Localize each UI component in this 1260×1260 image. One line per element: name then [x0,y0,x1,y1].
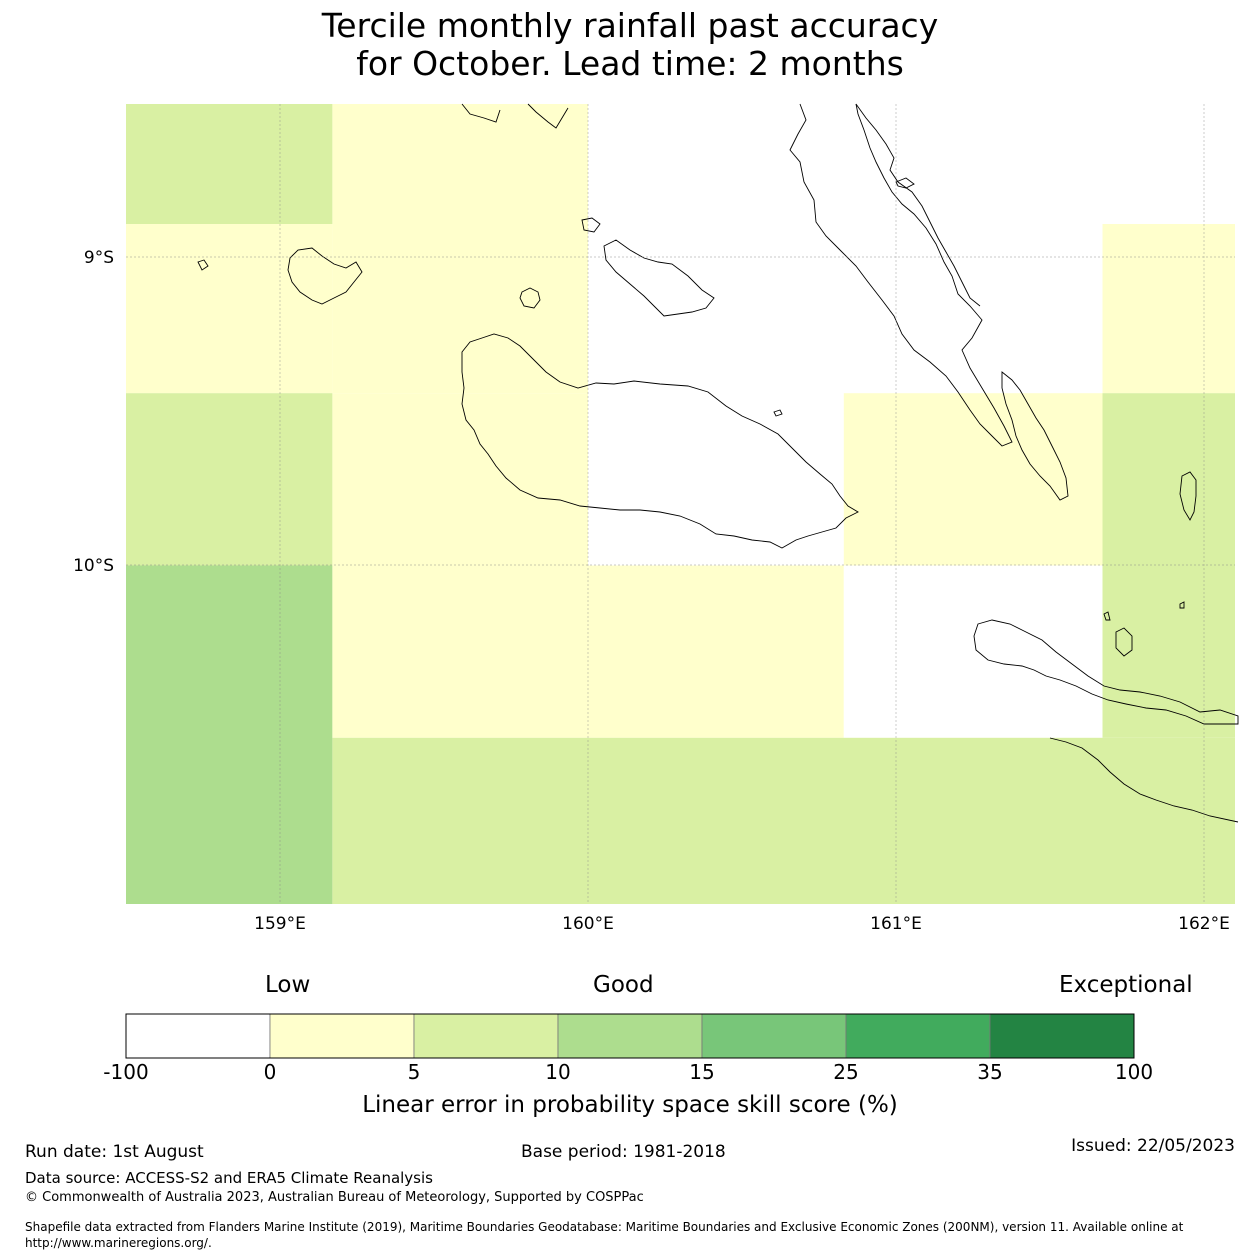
savo-island-coastline [519,287,541,309]
grid-cell-2 [588,104,1103,224]
lon-label-159e: 159°E [254,914,306,934]
map-gridlines [126,104,1235,904]
colorbar-segment-5 [845,1013,991,1059]
small-island-7 [527,103,569,129]
grid-cell-6 [588,224,1103,394]
colorbar-axis-label: Linear error in probability space skill … [362,1092,898,1118]
santa-isabel-coastline [789,103,1013,447]
colorbar-tick: 5 [407,1060,421,1084]
coastlines [197,103,1239,823]
small-island-2 [1115,627,1133,657]
small-island-6 [461,103,501,123]
shapefile-credit-line-2: http://www.marineregions.org/. [25,1236,212,1250]
florida-islands-coastline [287,247,363,305]
grid-cell-8 [126,393,333,566]
data-source: Data source: ACCESS-S2 and ERA5 Climate … [25,1169,433,1187]
colorbar-label-good: Good [593,972,654,998]
grid-cell-7 [1102,224,1235,394]
lat-label-10s: 10°S [73,556,114,576]
issued-date: Issued: 22/05/2023 [1071,1136,1235,1156]
colorbar-outline [125,1013,1135,1059]
copyright: © Commonwealth of Australia 2023, Austra… [25,1190,644,1205]
small-island-8 [773,409,783,417]
grid-cell-17 [332,737,1235,904]
small-island-4 [895,177,915,189]
grid-cell-14 [332,565,844,738]
makira-coastline [973,619,1239,725]
colorbar-segment-4 [701,1013,847,1059]
lon-label-162e: 162°E [1178,914,1230,934]
small-island-3 [197,259,209,271]
colorbar-label-low: Low [265,972,311,998]
colorbar-segment-2 [413,1013,559,1059]
guadalcanal-coastline [461,333,859,549]
small-island-1 [1179,471,1197,521]
colorbar-tick: 25 [833,1060,859,1084]
colorbar-label-exceptional: Exceptional [1059,972,1193,998]
small-island-5 [581,217,601,233]
run-date: Run date: 1st August [25,1142,204,1162]
colorbar-tick: 35 [977,1060,1003,1084]
grid-cell-10 [588,393,844,566]
lon-label-160e: 160°E [562,914,614,934]
grid-cell-13 [126,565,333,904]
shapefile-credit-line-1: Shapefile data extracted from Flanders M… [25,1220,1184,1234]
map-figure: 9°S 10°S 159°E 160°E 161°E 162°E [73,103,1239,1059]
chart-title-line-1: Tercile monthly rainfall past accuracy [321,6,939,45]
small-island-10 [1179,601,1185,609]
colorbar-segment-6 [989,1013,1135,1059]
grid-cell-4 [126,224,333,394]
grid-cell-12 [1102,393,1235,566]
uki-ni-masi-coastline [1049,737,1239,823]
colorbar-tick: 10 [545,1060,571,1084]
colorbar-tick: 15 [689,1060,715,1084]
colorbar [125,1013,1135,1059]
colorbar-segment-1 [269,1013,415,1059]
chart-title-line-2: for October. Lead time: 2 months [356,44,904,83]
lat-label-9s: 9°S [84,248,114,268]
malaita-coastline [1001,371,1069,501]
grid-cell-11 [843,393,1103,566]
santa-isabel-inner-coastline [855,103,981,307]
grid-cell-0 [126,104,333,224]
nggela-coastline [603,239,715,317]
colorbar-tick: -100 [103,1060,149,1084]
small-island-9 [1103,611,1111,621]
colorbar-segment-0 [125,1013,271,1059]
skill-grid-cells [126,104,1235,904]
grid-cell-15 [843,565,1103,738]
grid-cell-16 [1102,565,1235,738]
grid-cell-1 [332,104,589,224]
colorbar-segment-3 [557,1013,703,1059]
colorbar-tick: 100 [1114,1060,1154,1084]
grid-cell-3 [1102,104,1235,224]
base-period: Base period: 1981-2018 [521,1142,726,1162]
lon-label-161e: 161°E [870,914,922,934]
grid-cell-9 [332,393,589,566]
grid-cell-5 [332,224,589,394]
colorbar-tick: 0 [263,1060,277,1084]
